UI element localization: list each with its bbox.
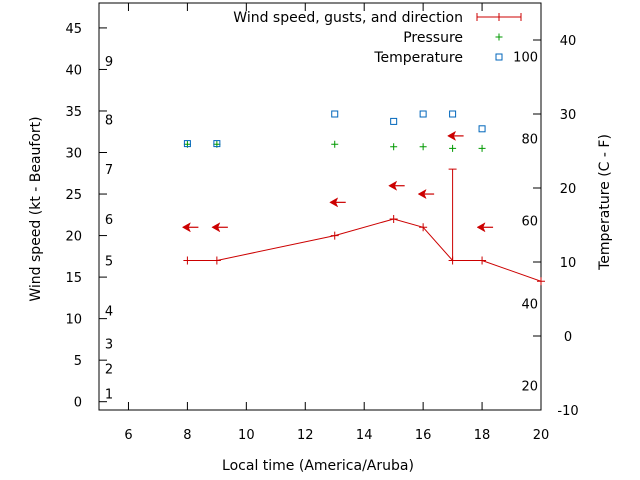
temperature-point (390, 117, 398, 125)
y-tick-label-left: 45 (65, 22, 82, 37)
arrow-head (417, 188, 427, 200)
wind-speed-point (419, 223, 428, 232)
arrow-head (388, 180, 398, 191)
fahrenheit-label: 40 (521, 297, 538, 312)
wind-speed-point (330, 231, 339, 240)
x-tick-label: 8 (183, 428, 191, 443)
y-tick-label-left: 30 (65, 147, 82, 162)
temperature-point (419, 110, 427, 118)
x-tick-label: 6 (124, 428, 132, 443)
y-tick-label-right: 20 (560, 182, 577, 197)
x-tick-label: 16 (415, 428, 432, 443)
legend-label-pressure: Pressure (403, 30, 463, 46)
axis-layer: 6 8 10 12 14 16 18 20051015202530354045-1001020… (65, 3, 579, 443)
wind-direction-arrow (329, 197, 346, 208)
temperature-point (183, 140, 191, 148)
y-tick-label-right: 0 (564, 330, 572, 345)
y-tick-label-left: 20 (65, 230, 82, 245)
beaufort-label: 3 (105, 338, 113, 353)
wind-speed-point (183, 256, 192, 265)
wind-speed-point (212, 256, 221, 265)
beaufort-label: 1 (105, 387, 113, 402)
temperature-point (478, 125, 486, 133)
y-tick-label-left: 40 (65, 63, 82, 78)
fahrenheit-label: 60 (521, 215, 538, 230)
x-tick-label: 12 (297, 428, 314, 443)
wind-direction-arrow (447, 130, 464, 141)
wind-speed-line (187, 218, 541, 282)
wind-direction-arrow (417, 188, 435, 200)
x-tick-label: 20 (533, 428, 550, 443)
pressure-point (331, 140, 339, 148)
fahrenheit-label: 20 (521, 380, 538, 395)
temperature-point (213, 140, 221, 148)
x-tick-label: 14 (356, 428, 373, 443)
series-layer (181, 110, 545, 286)
y-axis-label-left: Wind speed (kt - Beaufort) (28, 116, 44, 301)
beaufort-label: 6 (105, 213, 113, 228)
beaufort-label: 5 (105, 254, 113, 269)
y-tick-label-left: 15 (65, 271, 82, 286)
wind-speed-point (478, 256, 487, 265)
x-axis-label: Local time (America/Aruba) (222, 458, 414, 474)
legend-sample-temperature (495, 53, 503, 61)
fahrenheit-label: 100 (513, 50, 538, 65)
legend-label-wind: Wind speed, gusts, and direction (233, 10, 463, 26)
arrow-head (476, 222, 486, 233)
pressure-point (390, 143, 398, 151)
y-tick-label-left: 0 (74, 396, 82, 411)
legend-sample-pressure (495, 33, 503, 41)
x-tick-label: 18 (474, 428, 491, 443)
temperature-point (449, 110, 457, 118)
arrow-head (211, 222, 221, 233)
plot-frame-layer (98, 2, 542, 411)
pressure-point (478, 144, 486, 152)
x-tick-label: 10 (238, 428, 255, 443)
arrow-head (447, 130, 457, 141)
legend-sample-wind-marks (476, 13, 522, 21)
pressure-point (449, 144, 457, 152)
y-axis-label-right: Temperature (C - F) (597, 134, 613, 271)
y-tick-label-right: 40 (560, 34, 577, 49)
y-tick-label-left: 25 (65, 188, 82, 203)
beaufort-label: 2 (105, 362, 113, 377)
wind-direction-arrow (388, 180, 405, 191)
legend: Wind speed, gusts, and direction Pressur… (233, 10, 522, 66)
wind-speed-point (537, 277, 545, 286)
beaufort-label: 4 (105, 304, 113, 319)
temperature-point (331, 110, 339, 118)
y-tick-label-left: 5 (74, 354, 82, 369)
y-tick-label-left: 35 (65, 105, 82, 120)
beaufort-label: 8 (105, 113, 113, 128)
arrow-head (329, 197, 339, 208)
fahrenheit-label: 80 (521, 132, 538, 147)
y-tick-label-left: 10 (65, 313, 82, 328)
arrow-head (181, 222, 191, 233)
wind-speed-point (389, 214, 398, 223)
y-tick-label-right: -10 (557, 404, 578, 419)
pressure-point (419, 143, 427, 151)
y-tick-label-right: 10 (560, 256, 577, 271)
wind-direction-arrow (211, 222, 228, 233)
legend-label-temperature: Temperature (373, 50, 463, 66)
wind-direction-arrow (476, 222, 494, 233)
plot-frame (98, 2, 542, 411)
beaufort-label: 9 (105, 55, 113, 70)
y-tick-label-right: 30 (560, 108, 577, 123)
wind-direction-arrow (181, 222, 199, 233)
beaufort-label: 7 (105, 163, 113, 178)
